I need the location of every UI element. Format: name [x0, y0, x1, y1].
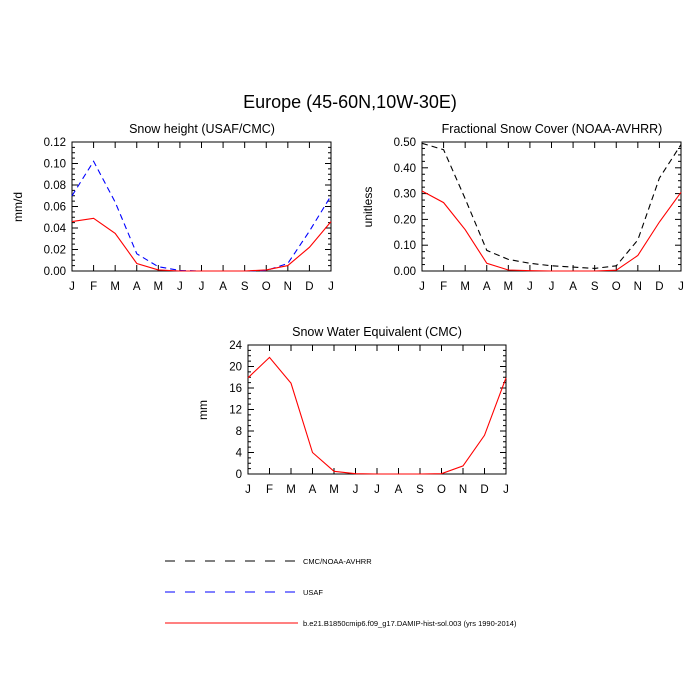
x-tick-label: J [678, 281, 684, 293]
x-tick-label: J [527, 281, 533, 293]
y-tick-label: 12 [229, 405, 242, 417]
x-tick-label: O [612, 281, 621, 293]
series-line-usaf [71, 160, 332, 272]
series-line-model [421, 190, 682, 272]
x-tick-label: J [245, 484, 251, 496]
y-tick-label: 0.12 [44, 137, 66, 149]
x-tick-label: S [591, 281, 599, 293]
x-tick-label: A [309, 484, 317, 496]
plot-frame [247, 344, 507, 475]
x-tick-label: D [480, 484, 488, 496]
x-tick-label: J [353, 484, 359, 496]
y-tick-label: 0 [236, 469, 242, 481]
x-tick-label: A [569, 281, 577, 293]
x-tick-label: D [655, 281, 663, 293]
y-axis-label: unitless [361, 187, 375, 228]
x-tick-label: F [266, 484, 273, 496]
y-axis-label: mm [196, 400, 210, 420]
x-tick-label: J [503, 484, 509, 496]
x-tick-label: J [549, 281, 555, 293]
figure-title: Europe (45-60N,10W-30E) [243, 92, 457, 112]
legend-item: CMC/NOAA-AVHRR [165, 557, 372, 566]
x-tick-label: A [395, 484, 403, 496]
series-line-model [71, 217, 332, 272]
y-tick-label: 8 [236, 426, 242, 438]
y-tick-label: 0.40 [394, 163, 416, 175]
y-tick-label: 0.02 [44, 245, 66, 257]
x-tick-label: N [284, 281, 292, 293]
y-tick-label: 0.00 [394, 266, 416, 278]
panel-snow-height: Snow height (USAF/CMC) mm/d J F M A M J J A S O N D… [11, 122, 334, 293]
x-tick-label: J [328, 281, 334, 293]
x-tick-label: N [634, 281, 642, 293]
x-tick-label: J [69, 281, 75, 293]
y-tick-label: 0.06 [44, 202, 66, 214]
x-tick-label: A [483, 281, 491, 293]
legend-label: b.e21.B1850cmip6.f09_g17.DAMIP-hist-sol.… [303, 619, 517, 628]
x-tick-label: A [133, 281, 141, 293]
x-tick-label: A [219, 281, 227, 293]
panel-title: Snow height (USAF/CMC) [129, 122, 275, 136]
x-tick-label: F [90, 281, 97, 293]
panel-title: Snow Water Equivalent (CMC) [292, 325, 462, 339]
x-tick-label: J [177, 281, 183, 293]
x-tick-label: F [440, 281, 447, 293]
series-line-model [247, 356, 507, 475]
plot-frame [421, 141, 682, 272]
y-tick-label: 16 [229, 383, 242, 395]
x-tick-label: M [286, 484, 296, 496]
legend-item: b.e21.B1850cmip6.f09_g17.DAMIP-hist-sol.… [165, 619, 517, 628]
y-tick-label: 0.10 [44, 159, 66, 171]
x-tick-label: M [110, 281, 120, 293]
y-tick-label: 0.50 [394, 137, 416, 149]
y-tick-label: 24 [229, 340, 242, 352]
x-tick-label: M [154, 281, 164, 293]
panel-fractional-snow-cover: Fractional Snow Cover (NOAA-AVHRR) unitl… [361, 122, 684, 293]
x-tick-label: J [419, 281, 425, 293]
x-tick-label: M [460, 281, 470, 293]
y-tick-label: 4 [236, 448, 243, 460]
x-tick-label: N [459, 484, 467, 496]
y-tick-label: 0.04 [44, 223, 67, 235]
panel-title: Fractional Snow Cover (NOAA-AVHRR) [442, 122, 663, 136]
y-tick-label: 20 [229, 362, 242, 374]
x-tick-label: D [305, 281, 313, 293]
y-tick-label: 0.10 [394, 240, 416, 252]
legend-label: CMC/NOAA-AVHRR [303, 557, 372, 566]
y-tick-label: 0.00 [44, 266, 66, 278]
legend-label: USAF [303, 588, 323, 597]
x-tick-label: M [329, 484, 339, 496]
x-tick-label: J [199, 281, 205, 293]
legend-item: USAF [165, 588, 323, 597]
x-tick-label: M [504, 281, 514, 293]
x-tick-label: O [437, 484, 446, 496]
legend: CMC/NOAA-AVHRR USAF b.e21.B1850cmip6.f09… [165, 557, 517, 628]
x-tick-label: S [416, 484, 424, 496]
y-tick-label: 0.30 [394, 189, 416, 201]
y-tick-label: 0.08 [44, 180, 66, 192]
x-tick-label: J [374, 484, 380, 496]
x-tick-label: O [262, 281, 271, 293]
y-axis-label: mm/d [11, 192, 25, 222]
y-tick-label: 0.20 [394, 214, 416, 226]
x-tick-label: S [241, 281, 249, 293]
plot-frame [71, 141, 332, 272]
